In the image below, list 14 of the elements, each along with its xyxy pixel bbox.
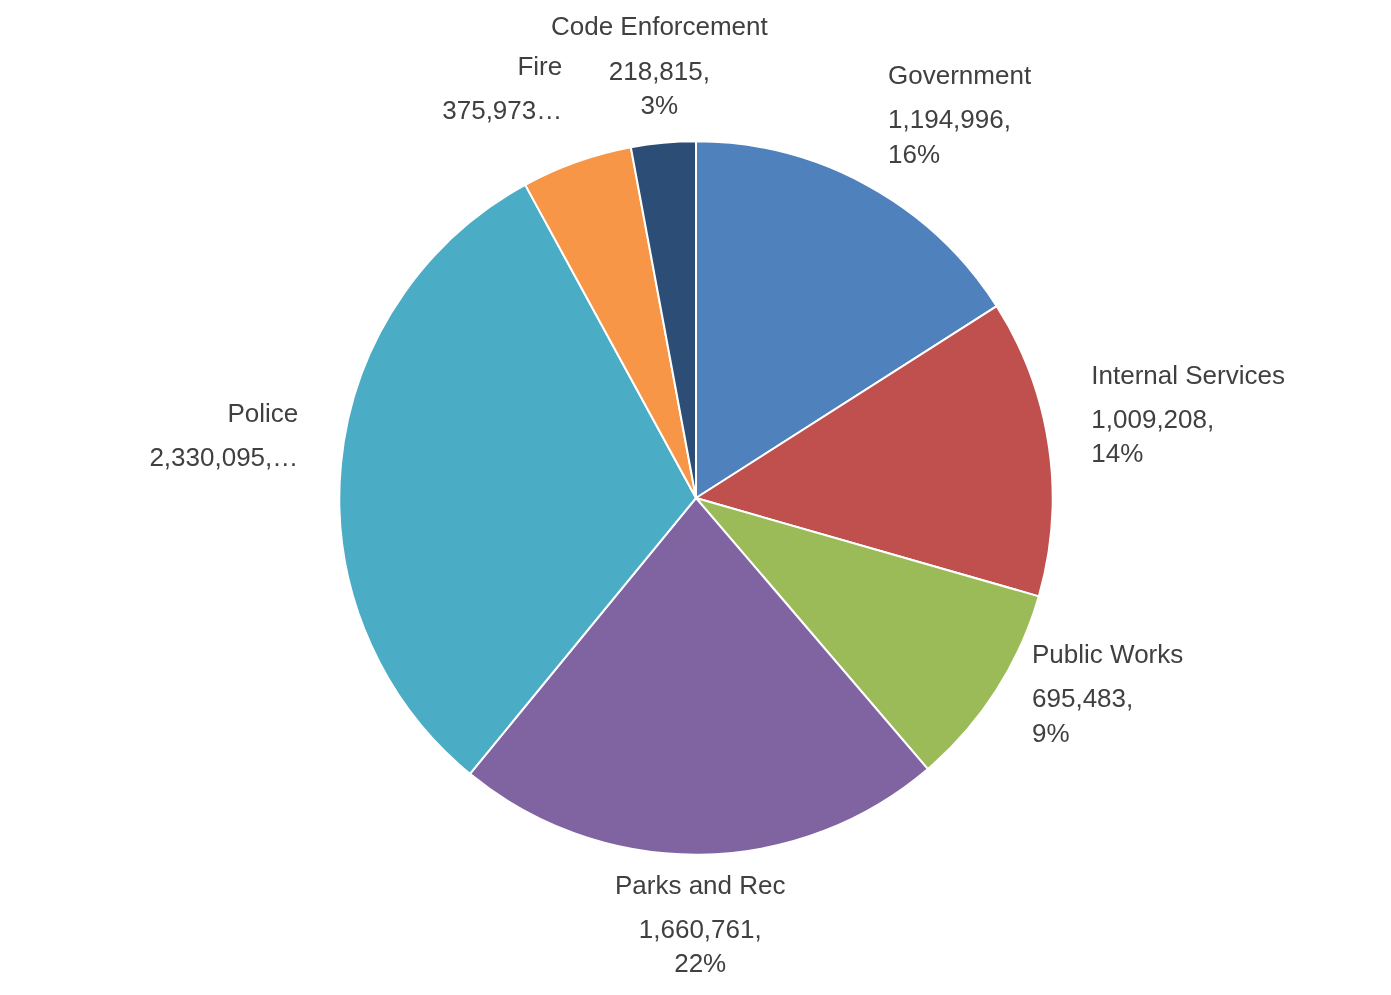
data-label: 218,815, 3%: [608, 55, 710, 121]
slice-label: Internal Services: [1091, 359, 1285, 390]
slice-label: Code Enforcement: [550, 11, 769, 42]
data-label: 2,330,095,…: [149, 442, 299, 473]
data-label: 695,483, 9%: [1032, 683, 1134, 748]
slice-label: Fire: [517, 50, 563, 81]
slice-label: Government: [888, 59, 1032, 90]
data-label: 375,973…: [442, 95, 563, 126]
slice-label: Police: [227, 397, 299, 428]
slice-label: Public Works: [1032, 639, 1184, 670]
data-label: 1,194,996, 16%: [888, 104, 1011, 169]
slice-label: Parks and Rec: [614, 869, 786, 900]
data-label: 1,660,761, 22%: [638, 913, 762, 979]
data-label: 1,009,208, 14%: [1091, 403, 1215, 469]
